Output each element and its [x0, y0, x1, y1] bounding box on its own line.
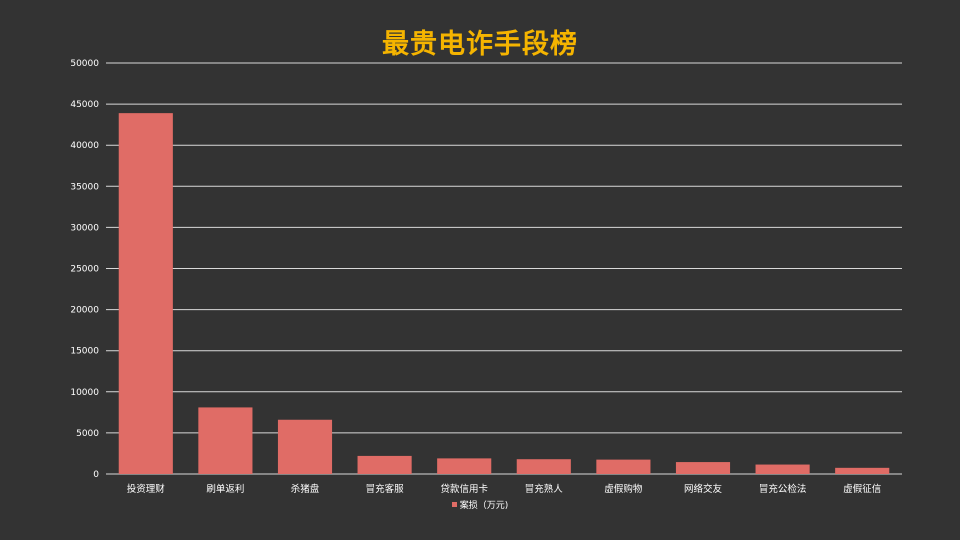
bar[interactable] [755, 464, 810, 474]
legend-swatch [451, 502, 457, 507]
y-tick-label: 25000 [70, 265, 99, 275]
y-tick-label: 30000 [70, 223, 99, 233]
y-tick-label: 35000 [70, 182, 99, 192]
label-layer: 0 5000 10000 15000 20000 25000 30000 35000 40000… [70, 59, 881, 495]
y-tick-label: 50000 [70, 59, 99, 69]
bar[interactable] [437, 458, 492, 474]
bar[interactable] [357, 455, 412, 474]
bar[interactable] [516, 459, 571, 474]
chart-title: 最贵电诈手段榜 [382, 29, 578, 60]
x-category-label: 刷单返利 [206, 483, 244, 495]
x-category-label: 杀猪盘 [291, 483, 320, 495]
x-category-label: 冒充熟人 [525, 483, 564, 495]
x-category-label: 虚假征信 [843, 483, 881, 495]
y-tick-label: 0 [93, 470, 99, 480]
x-category-label: 投资理财 [127, 483, 166, 495]
bar[interactable] [198, 407, 253, 474]
bar[interactable] [675, 462, 731, 474]
y-tick-label: 45000 [70, 100, 99, 110]
bar[interactable] [596, 459, 651, 474]
grid-layer [106, 62, 902, 475]
x-category-label: 贷款信用卡 [440, 483, 488, 495]
legend-label: 案损（万元) [459, 501, 509, 511]
x-category-label: 虚假购物 [604, 483, 643, 495]
y-tick-label: 5000 [76, 429, 99, 439]
x-category-label: 冒充客服 [366, 483, 405, 495]
y-tick-label: 10000 [70, 388, 99, 398]
chart-legend: 案损（万元) [0, 498, 960, 511]
y-tick-label: 40000 [70, 141, 99, 151]
x-category-label: 冒充公检法 [759, 483, 807, 495]
bar[interactable] [118, 113, 173, 474]
y-tick-label: 15000 [70, 347, 99, 357]
x-category-label: 网络交友 [684, 483, 723, 495]
bar-layer [118, 113, 890, 474]
bar[interactable] [835, 467, 890, 474]
bar[interactable] [277, 419, 333, 474]
y-tick-label: 20000 [70, 306, 99, 316]
